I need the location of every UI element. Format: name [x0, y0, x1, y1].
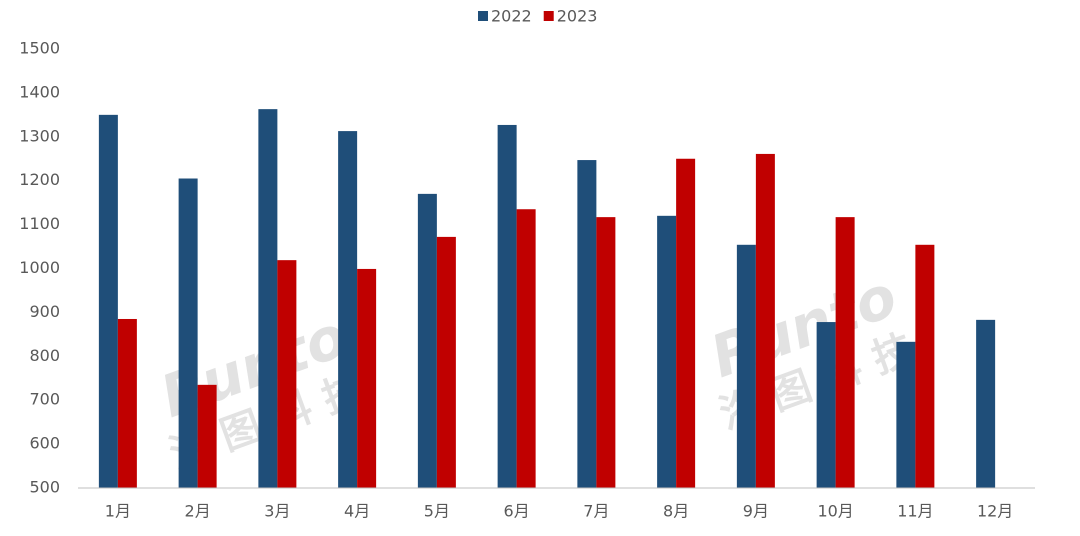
x-tick-label: 7月 [583, 502, 609, 521]
legend-swatch [478, 11, 488, 21]
x-tick-label: 3月 [264, 502, 290, 521]
bar [178, 178, 198, 488]
legend-swatch [543, 11, 554, 21]
bar [835, 217, 855, 488]
bar [258, 109, 278, 488]
bar [197, 384, 217, 488]
bar [676, 158, 696, 488]
bar [596, 217, 616, 488]
x-tick-label: 5月 [424, 502, 450, 521]
x-tick-label: 12月 [977, 502, 1013, 521]
legend-label: 2023 [557, 7, 598, 26]
bar [417, 193, 437, 488]
bar [755, 153, 775, 488]
bar [816, 322, 836, 488]
y-tick-label: 700 [29, 390, 60, 409]
x-tick-label: 9月 [743, 502, 769, 521]
x-tick-label: 1月 [105, 502, 131, 521]
bar [577, 160, 597, 488]
y-tick-label: 500 [29, 478, 60, 497]
bar [497, 124, 517, 489]
bar [516, 209, 536, 489]
y-tick-label: 1100 [19, 214, 60, 233]
y-tick-label: 1400 [19, 82, 60, 101]
bar [976, 319, 996, 488]
bar [338, 131, 358, 488]
bar [117, 318, 137, 488]
bar [98, 114, 118, 488]
bar [915, 244, 935, 488]
y-tick-label: 1000 [19, 258, 60, 277]
x-tick-label: 2月 [185, 502, 211, 521]
x-tick-label: 10月 [817, 502, 853, 521]
x-tick-label: 11月 [897, 502, 933, 521]
legend-label: 2022 [491, 7, 532, 26]
y-tick-label: 900 [29, 302, 60, 321]
watermark: Runto 洛图科技 [702, 262, 932, 439]
bar [357, 268, 377, 488]
bar [277, 260, 297, 488]
x-tick-label: 6月 [504, 502, 530, 521]
x-tick-label: 4月 [344, 502, 370, 521]
y-tick-label: 1300 [19, 126, 60, 145]
bar [436, 236, 456, 488]
y-tick-label: 1500 [19, 39, 60, 58]
bar [736, 244, 756, 488]
bar [657, 215, 677, 488]
x-tick-label: 8月 [663, 502, 689, 521]
y-tick-label: 600 [29, 434, 60, 453]
y-tick-label: 1200 [19, 170, 60, 189]
y-tick-label: 800 [29, 346, 60, 365]
bar [896, 341, 916, 488]
